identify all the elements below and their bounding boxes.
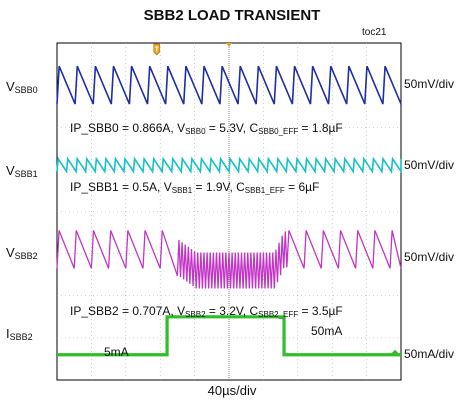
- trace-vsbb2: [56, 230, 402, 289]
- scale-vsbb0: 50mV/div: [404, 77, 455, 91]
- annotation-sbb2-part-2: = 3.2V, C: [205, 304, 259, 318]
- scale-isbb2: 50mA/div: [404, 347, 455, 361]
- center-marker: [226, 43, 232, 47]
- annotation-sbb0-part-0: IP_SBB0 = 0.866A, V: [70, 121, 186, 135]
- annotation-sbb1: IP_SBB1 = 0.5A, VSBB1 = 1.9V, CSBB1_EFF …: [70, 181, 319, 195]
- annotation-sbb2: IP_SBB2 = 0.707A, VSBB2 = 3.2V, CSBB2_EF…: [70, 305, 343, 319]
- trigger-marker-label: T: [155, 47, 160, 54]
- scale-vsbb1: 50mV/div: [404, 158, 455, 172]
- annotation-sbb1-part-4: = 6µF: [284, 180, 320, 194]
- annotation-sbb2-part-3: SBB2_EFF: [258, 310, 299, 319]
- trigger-marker: [153, 43, 161, 56]
- annotation-sbb1-part-0: IP_SBB1 = 0.5A, V: [70, 180, 172, 194]
- annotation-sbb1-part-1: SBB1: [171, 186, 193, 195]
- time-scale-label: 40µs/div: [207, 383, 257, 398]
- scale-vsbb2: 50mV/div: [404, 250, 455, 264]
- level-label-high: 50mA: [311, 324, 343, 338]
- ground-marker: [392, 349, 398, 356]
- channel-label-vsbb2: VSBB2: [6, 245, 38, 261]
- annotation-sbb0-part-2: = 5.3V, C: [205, 121, 259, 135]
- annotation-sbb1-part-2: = 1.9V, C: [192, 180, 245, 194]
- trace-vsbb1: [56, 156, 402, 175]
- trace-isbb2: [57, 315, 401, 357]
- annotation-sbb2-part-0: IP_SBB2 = 0.707A, V: [70, 304, 186, 318]
- channel-label-vsbb1: VSBB1: [6, 163, 38, 179]
- annotation-sbb2-part-1: SBB2: [185, 310, 206, 319]
- channel-label-vsbb0: VSBB0: [6, 79, 38, 95]
- level-label-low: 5mA: [104, 345, 129, 359]
- annotation-sbb1-part-3: SBB1_EFF: [244, 186, 285, 195]
- annotation-sbb0-part-4: = 1.8µF: [298, 121, 343, 135]
- chart-title: SBB2 LOAD TRANSIENT: [143, 7, 321, 24]
- trace-vsbb0: [56, 65, 402, 105]
- annotation-sbb2-part-4: = 3.5µF: [298, 304, 343, 318]
- annotation-sbb0-part-3: SBB0_EFF: [258, 127, 299, 136]
- annotation-sbb0-part-1: SBB0: [185, 127, 206, 136]
- channel-label-isbb2: ISBB2: [6, 326, 33, 342]
- annotation-sbb0: IP_SBB0 = 0.866A, VSBB0 = 5.3V, CSBB0_EF…: [70, 122, 343, 136]
- figure-tag: toc21: [362, 27, 387, 38]
